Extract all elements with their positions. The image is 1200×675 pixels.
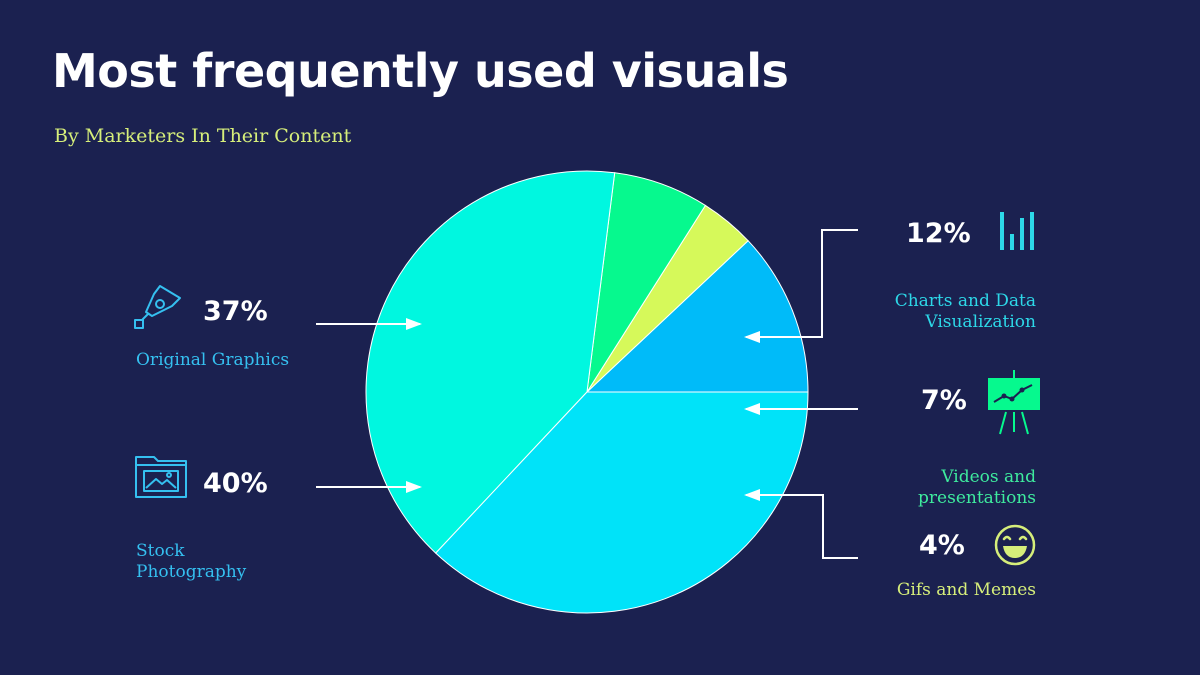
pie-slice-original-graphics [435,391,809,614]
pct-original-graphics: 37% [203,296,268,327]
label-stock-photography-text: Stock Photography [136,541,247,582]
image-folder-icon [135,456,187,498]
laughing-face-icon [994,524,1036,566]
pie-slice-stock-photography [365,170,616,554]
pct-charts: 12% [906,218,971,249]
chart-subtitle: By Marketers In Their Content [54,125,352,147]
label-original-graphics: Original Graphics [136,350,290,370]
label-videos: Videos and presentations [886,446,1036,509]
presentation-board-icon [988,370,1040,435]
pie-slices [365,170,809,614]
callout-arrows [316,229,858,559]
pct-videos: 7% [921,385,967,416]
pct-gifs: 4% [919,530,965,561]
label-stock-photography: Stock Photography [136,520,256,583]
pct-stock-photography: 40% [203,468,268,499]
pen-tool-icon [134,285,181,329]
label-charts-text: Charts and Data Visualization [894,291,1036,332]
pie-slice-charts-and-data-visualization [585,240,809,393]
arrow-charts [744,229,858,343]
label-videos-text: Videos and presentations [918,467,1036,508]
bar-chart-icon [1000,212,1034,250]
label-gifs: Gifs and Memes [896,580,1036,600]
arrow-gifs [744,489,858,559]
chart-title: Most frequently used visuals [52,44,789,98]
label-charts: Charts and Data Visualization [856,270,1036,333]
